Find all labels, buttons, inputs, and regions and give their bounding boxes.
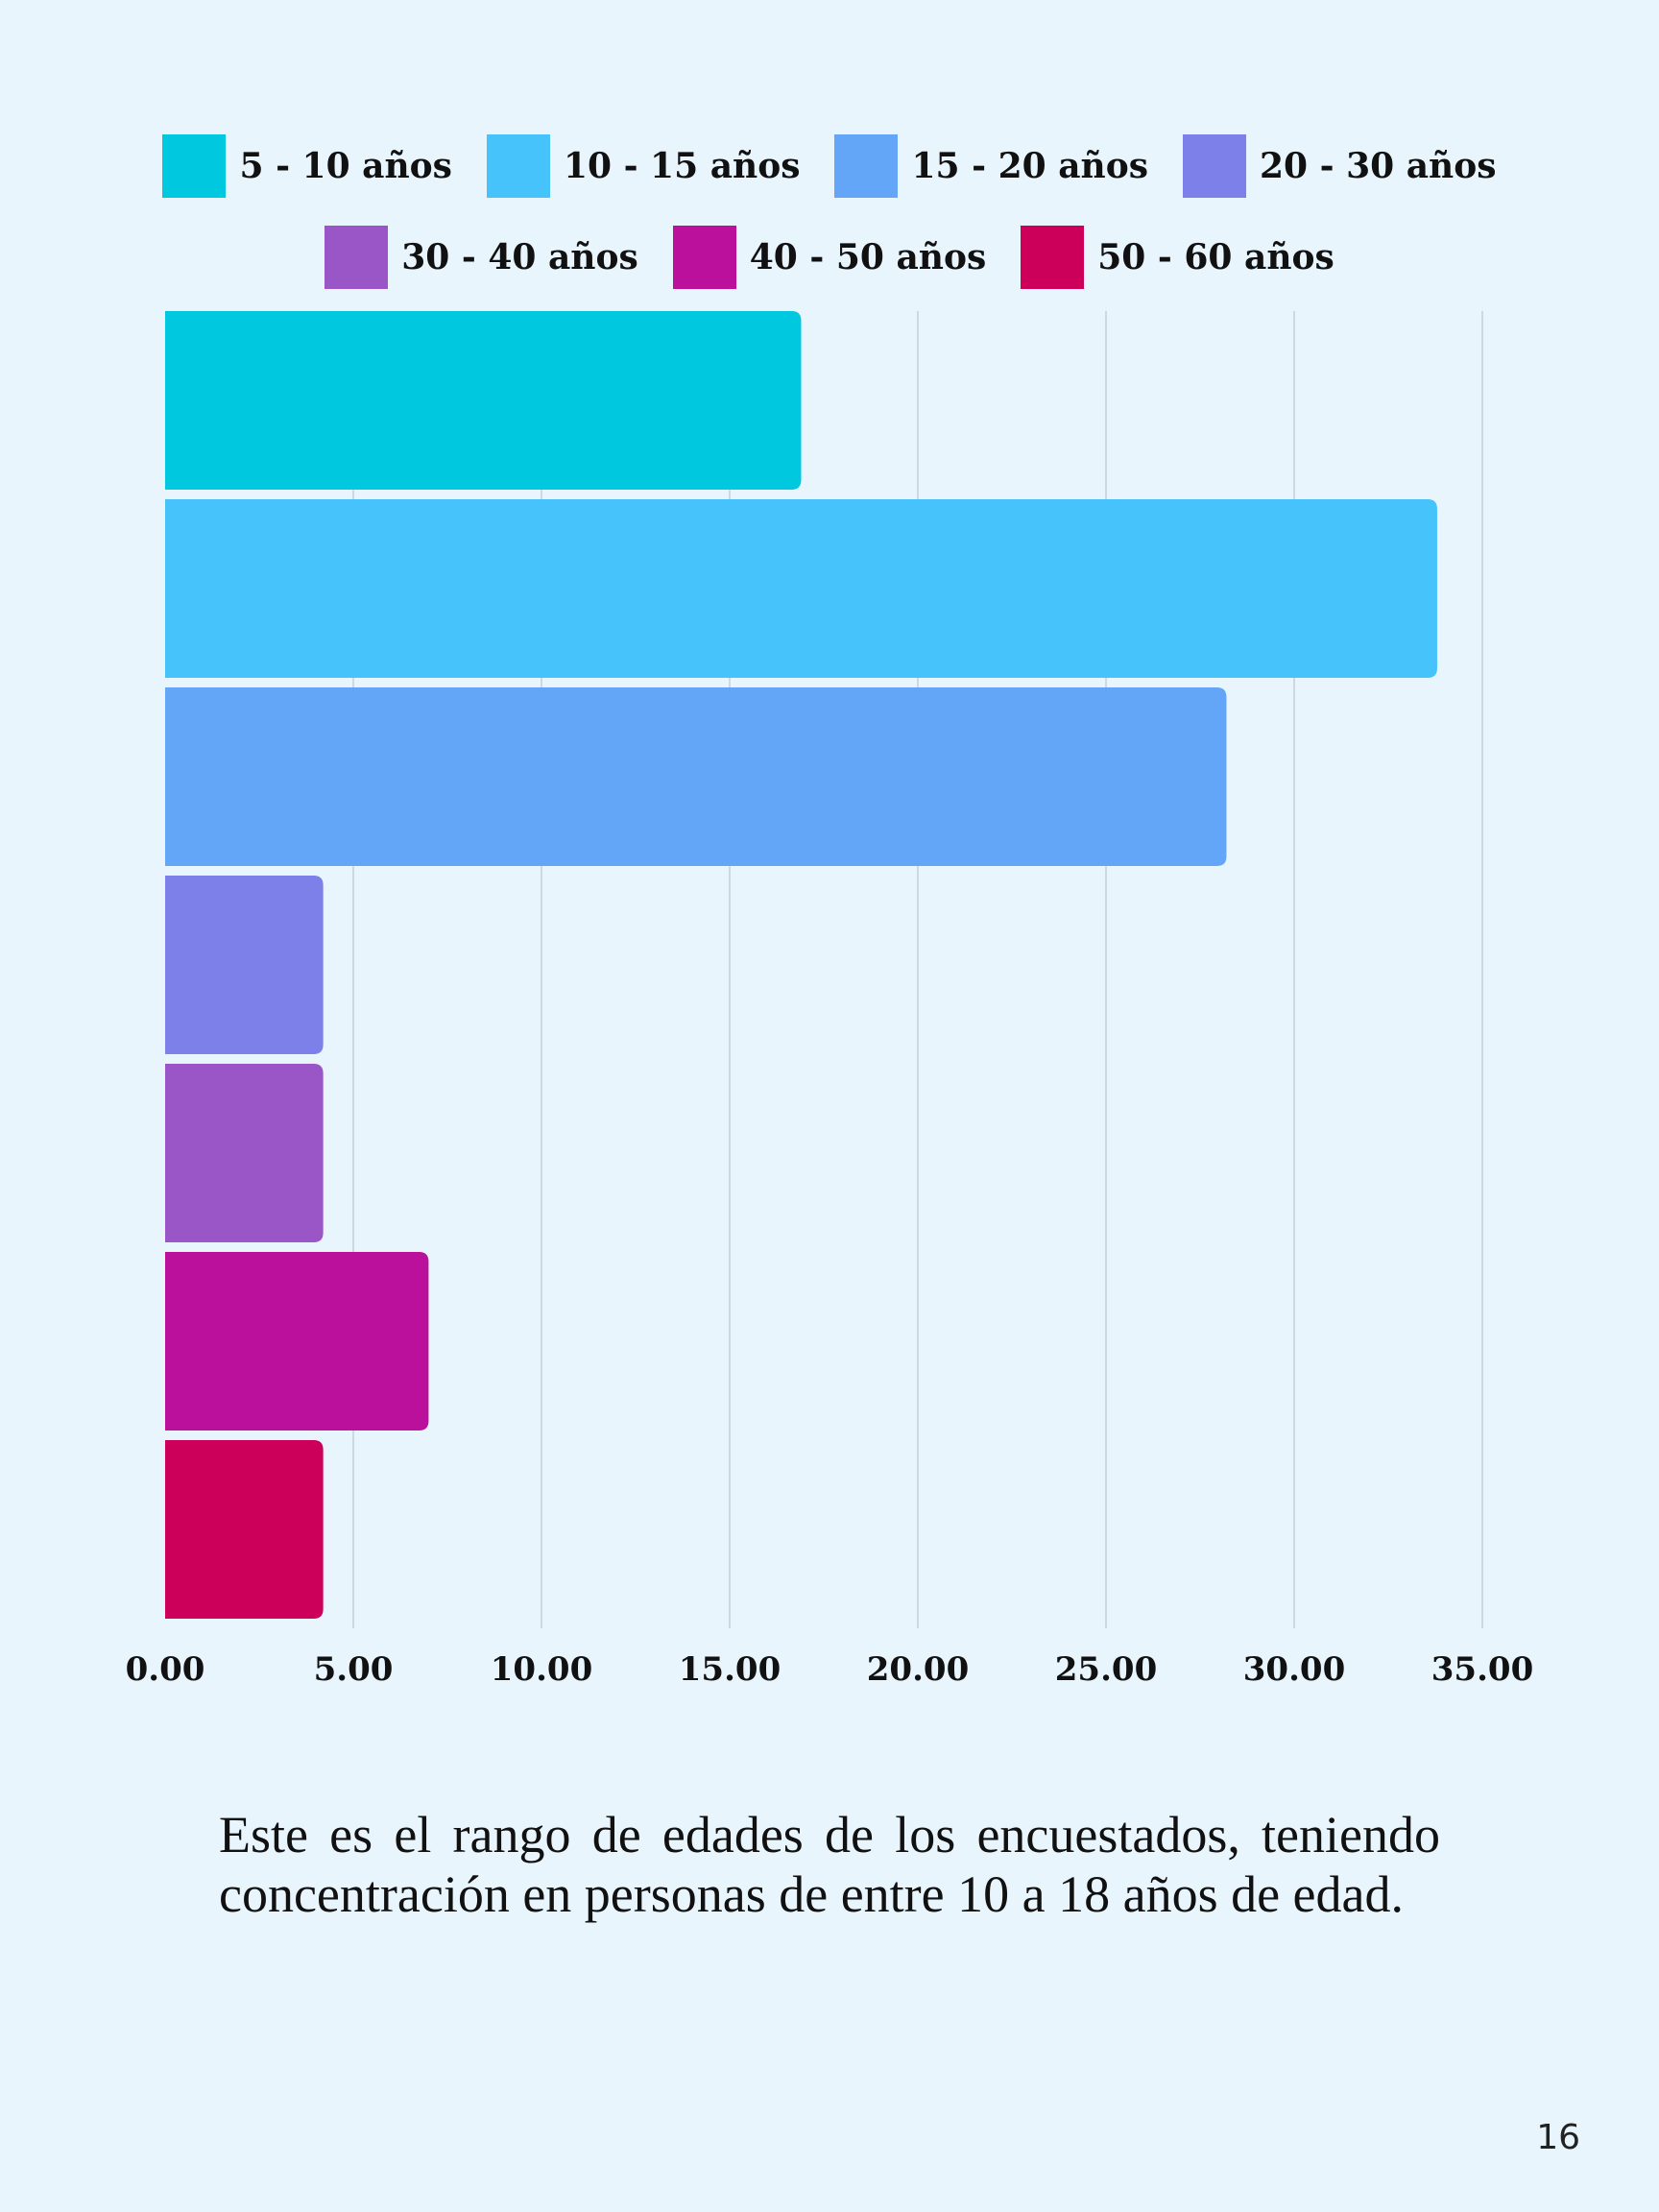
legend-row-2: 30 - 40 años 40 - 50 años 50 - 60 años: [0, 226, 1659, 289]
legend-label: 15 - 20 años: [911, 146, 1148, 186]
legend-item: 5 - 10 años: [162, 134, 452, 198]
legend-label: 10 - 15 años: [563, 146, 801, 186]
chart-caption: Este es el rango de edades de los encues…: [219, 1806, 1440, 1923]
legend-item: 50 - 60 años: [1021, 226, 1334, 289]
x-axis-ticks: 0.00 5.00 10.00 15.00 20.00 25.00 30.00 35.00: [126, 1650, 1534, 1689]
x-tick-label: 10.00: [491, 1650, 592, 1689]
legend-label: 20 - 30 años: [1259, 146, 1497, 186]
page-number: 16: [1536, 2118, 1580, 2157]
bar-chart: 0.00 5.00 10.00 15.00 20.00 25.00 30.00 35.00: [126, 311, 1534, 1689]
x-tick-label: 20.00: [867, 1650, 969, 1689]
bar: [165, 1440, 324, 1619]
bar: [165, 687, 1227, 866]
legend-label: 50 - 60 años: [1097, 237, 1334, 277]
legend-item: 40 - 50 años: [672, 226, 987, 289]
bar: [165, 876, 324, 1054]
legend-item: 20 - 30 años: [1182, 134, 1497, 198]
legend-swatch: [486, 134, 550, 198]
bar: [165, 499, 1437, 678]
bar: [165, 1252, 429, 1431]
x-tick-label: 0.00: [126, 1650, 205, 1689]
legend-swatch: [1182, 134, 1246, 198]
x-tick-label: 25.00: [1055, 1650, 1157, 1689]
bar: [165, 1064, 324, 1242]
x-tick-label: 5.00: [314, 1650, 394, 1689]
legend-swatch: [325, 226, 389, 289]
legend-swatch: [672, 226, 736, 289]
bars: [165, 311, 1437, 1619]
legend-swatch: [162, 134, 227, 198]
x-tick-label: 15.00: [679, 1650, 781, 1689]
legend-item: 15 - 20 años: [834, 134, 1148, 198]
legend-item: 10 - 15 años: [486, 134, 801, 198]
x-tick-label: 35.00: [1431, 1650, 1533, 1689]
legend-swatch: [1021, 226, 1085, 289]
legend-swatch: [834, 134, 899, 198]
legend-label: 30 - 40 años: [401, 237, 638, 277]
legend-row-1: 5 - 10 años 10 - 15 años 15 - 20 años 20…: [0, 134, 1659, 198]
legend-item: 30 - 40 años: [325, 226, 638, 289]
legend-label: 5 - 10 años: [239, 146, 452, 186]
legend-label: 40 - 50 años: [749, 237, 987, 277]
bar: [165, 311, 802, 490]
x-tick-label: 30.00: [1243, 1650, 1345, 1689]
chart-legend: 5 - 10 años 10 - 15 años 15 - 20 años 20…: [0, 134, 1659, 317]
